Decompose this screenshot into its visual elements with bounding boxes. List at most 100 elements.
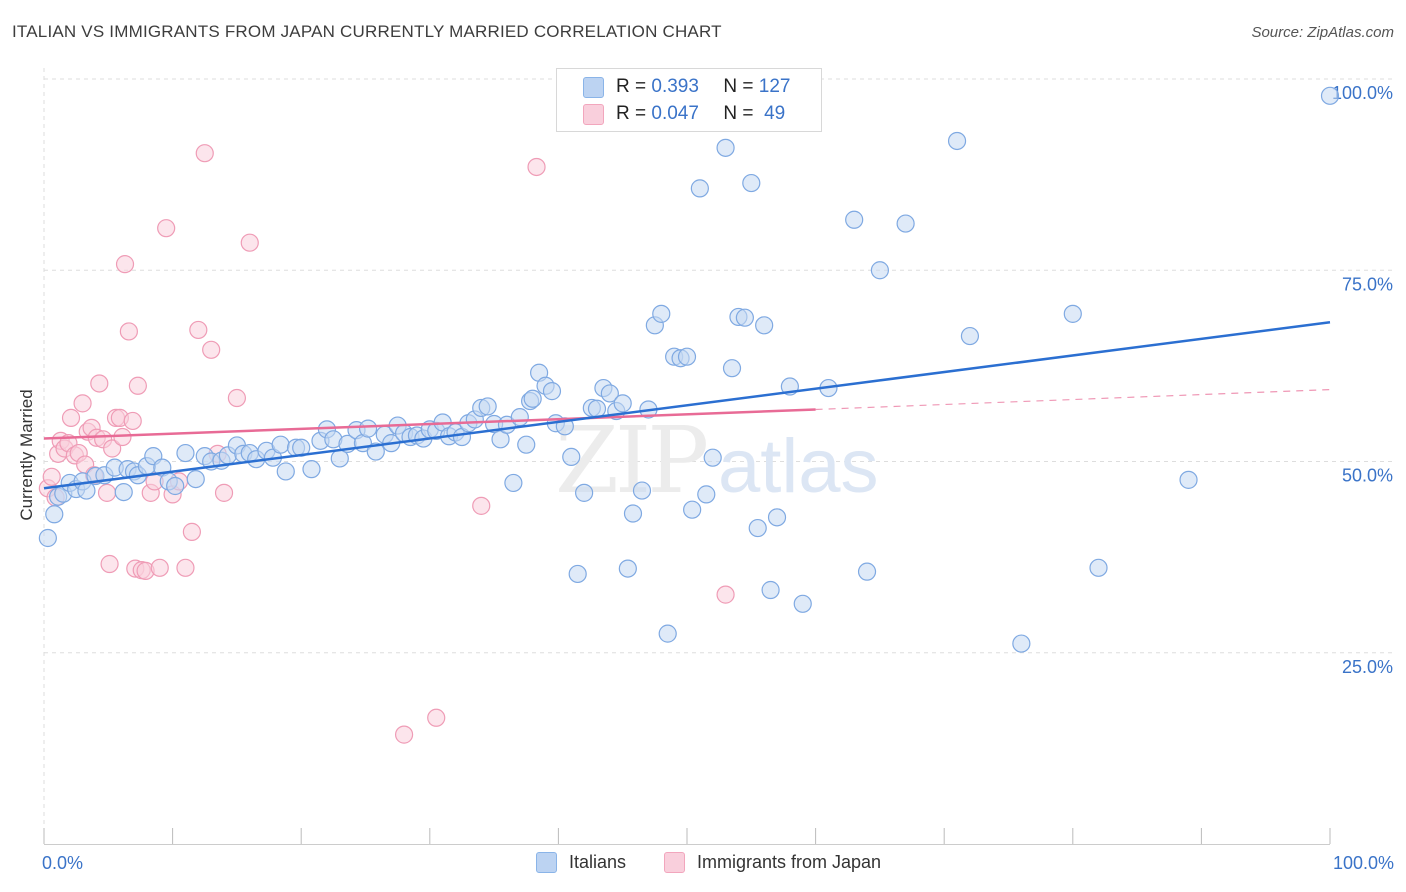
data-point xyxy=(271,435,290,454)
data-point xyxy=(623,504,643,523)
data-point xyxy=(472,496,491,515)
data-point xyxy=(358,419,378,438)
legend-r-value: 0.393 xyxy=(651,76,699,97)
legend-r-label: R = xyxy=(616,103,647,124)
data-point xyxy=(658,624,677,643)
source-label: Source: ZipAtlas.com xyxy=(1251,24,1394,41)
data-point xyxy=(703,448,722,467)
watermark-atlas: atlas xyxy=(718,424,879,509)
data-point xyxy=(166,476,185,496)
data-point xyxy=(870,261,890,280)
y-tick-label: 25.0% xyxy=(1342,657,1393,677)
data-point xyxy=(1179,470,1198,489)
data-point xyxy=(960,326,980,346)
data-point xyxy=(366,442,385,461)
series-legend-italians: Italians xyxy=(536,852,626,873)
data-point xyxy=(562,447,581,467)
data-point xyxy=(542,382,562,401)
data-point xyxy=(755,316,774,335)
data-point xyxy=(677,347,697,366)
data-point xyxy=(517,435,536,454)
data-point xyxy=(742,173,761,193)
data-point xyxy=(697,485,716,504)
data-point xyxy=(690,179,709,198)
data-point xyxy=(114,483,133,502)
legend-r-label: R = xyxy=(616,76,647,97)
data-point xyxy=(683,500,702,519)
data-point xyxy=(527,157,546,177)
data-point xyxy=(1063,304,1082,323)
data-point xyxy=(38,528,57,548)
data-point xyxy=(947,131,967,151)
data-point xyxy=(613,394,632,413)
trend-line-japan-dashed xyxy=(815,388,1331,411)
series-legend-label: Immigrants from Japan xyxy=(697,852,882,872)
y-tick-label: 100.0% xyxy=(1332,83,1393,103)
data-point xyxy=(427,708,446,727)
data-point xyxy=(1012,634,1031,653)
data-point xyxy=(618,559,637,578)
data-point xyxy=(195,144,214,163)
data-point xyxy=(189,320,208,340)
data-point xyxy=(214,483,234,502)
data-point xyxy=(845,210,864,229)
y-axis-label: Currently Married xyxy=(17,389,36,521)
series-swatch-pink xyxy=(664,852,685,873)
data-point xyxy=(896,214,915,233)
data-point xyxy=(632,481,652,500)
data-point xyxy=(150,558,169,577)
data-point xyxy=(61,408,81,427)
data-point xyxy=(1320,86,1340,105)
data-point xyxy=(227,388,246,408)
watermark: ZIP atlas xyxy=(555,407,879,514)
data-point xyxy=(73,394,92,413)
data-point xyxy=(128,376,147,395)
data-point xyxy=(276,462,295,481)
legend-row-italians: R = 0.393 N = 127 xyxy=(583,74,790,100)
data-point xyxy=(45,505,64,524)
data-point xyxy=(575,483,594,502)
data-point xyxy=(504,473,523,493)
data-point xyxy=(176,443,195,463)
data-point xyxy=(857,562,877,581)
y-tick-labels: 25.0% 50.0% 75.0% 100.0% xyxy=(1332,83,1393,677)
data-point xyxy=(716,138,735,157)
data-point xyxy=(510,408,529,427)
data-point xyxy=(182,522,201,541)
y-tick-label: 50.0% xyxy=(1342,466,1393,486)
data-point xyxy=(568,564,587,584)
data-point xyxy=(394,725,414,744)
data-point xyxy=(157,219,176,238)
data-point xyxy=(478,397,497,416)
series-italians-points xyxy=(38,86,1340,653)
trend-line-japan xyxy=(43,408,816,440)
legend-n-label: N = xyxy=(723,76,754,97)
data-point xyxy=(115,255,135,274)
data-point xyxy=(42,467,61,486)
data-point xyxy=(652,304,671,323)
legend-swatch-blue xyxy=(583,76,604,98)
data-point xyxy=(767,508,787,527)
data-point xyxy=(716,585,735,604)
data-point xyxy=(100,554,119,574)
data-point xyxy=(302,460,321,479)
trend-line-italians xyxy=(43,321,1331,490)
data-point xyxy=(523,389,542,408)
legend-n-value: 49 xyxy=(764,103,786,124)
data-point xyxy=(202,340,221,359)
data-point xyxy=(97,483,117,502)
data-point xyxy=(90,374,109,393)
stats-legend: R = 0.393 N = 127 R = 0.047 N = 49 xyxy=(556,68,822,132)
series-legend: Italians Immigrants from Japan xyxy=(0,852,1406,876)
chart-title: ITALIAN VS IMMIGRANTS FROM JAPAN CURRENT… xyxy=(12,22,722,41)
legend-n-value: 127 xyxy=(758,76,791,97)
x-tick-label-min: 0.0% xyxy=(42,853,84,873)
y-tick-label: 75.0% xyxy=(1342,274,1393,294)
series-swatch-blue xyxy=(536,852,557,873)
data-point xyxy=(186,469,205,489)
data-point xyxy=(176,558,195,577)
data-point xyxy=(735,308,754,327)
legend-r-value: 0.047 xyxy=(651,103,699,124)
data-point xyxy=(793,594,812,613)
data-point xyxy=(1089,558,1108,577)
